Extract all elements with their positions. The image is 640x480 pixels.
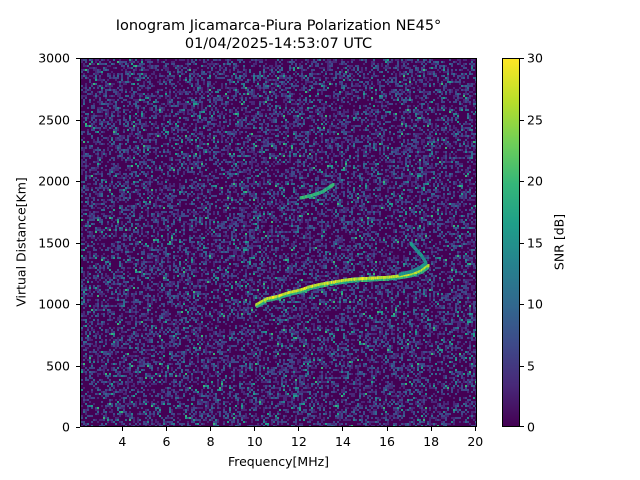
x-tick <box>121 427 123 431</box>
y-tick-label: 2500 <box>38 112 70 127</box>
colorbar-tick <box>520 181 524 182</box>
x-tick <box>342 427 344 431</box>
x-tick-label: 14 <box>335 434 351 449</box>
colorbar-tick-label: 5 <box>527 358 535 373</box>
x-tick <box>430 427 432 431</box>
y-axis-label: Virtual Distance[Km] <box>13 177 29 307</box>
y-tick <box>76 181 80 182</box>
y-tick <box>76 242 80 244</box>
y-tick-label: 3000 <box>38 50 70 66</box>
colorbar-tick-label: 15 <box>527 235 543 250</box>
x-tick <box>166 427 168 431</box>
x-tick <box>210 427 212 431</box>
x-tick-label: 4 <box>118 434 127 449</box>
x-tick-label: 12 <box>290 434 307 449</box>
colorbar <box>502 58 520 427</box>
colorbar-tick-label: 0 <box>527 419 535 435</box>
y-tick <box>76 427 80 428</box>
y-tick-label: 1000 <box>38 296 70 312</box>
chart-title-line2: 01/04/2025-14:53:07 UTC <box>184 36 373 52</box>
y-tick-label: 500 <box>46 358 70 373</box>
x-tick <box>386 427 388 431</box>
colorbar-tick <box>520 58 524 59</box>
colorbar-tick <box>520 365 524 367</box>
y-tick-label: 2000 <box>38 173 70 189</box>
x-tick-label: 18 <box>423 434 440 449</box>
y-tick <box>76 58 80 59</box>
heatmap-canvas <box>81 59 476 426</box>
x-tick <box>298 427 300 431</box>
x-axis-label: Frequency[MHz] <box>227 454 330 469</box>
y-tick-label: 0 <box>62 419 70 435</box>
y-tick <box>76 365 80 367</box>
colorbar-tick <box>520 242 524 244</box>
chart-title: Ionogram Jicamarca-Piura Polarization NE… <box>80 17 477 53</box>
x-tick-label: 6 <box>162 434 171 449</box>
ionogram-plot-area <box>80 58 477 427</box>
x-tick <box>254 427 256 431</box>
y-tick <box>76 119 80 121</box>
colorbar-label: SNR [dB] <box>551 213 567 271</box>
colorbar-tick <box>520 304 524 305</box>
colorbar-tick <box>520 119 524 121</box>
x-tick-label: 20 <box>467 434 484 449</box>
x-tick <box>474 427 476 431</box>
y-tick-label: 1500 <box>38 235 70 250</box>
chart-title-line1: Ionogram Jicamarca-Piura Polarization NE… <box>115 18 442 34</box>
colorbar-tick-label: 30 <box>527 50 543 66</box>
x-tick-label: 16 <box>379 434 396 449</box>
colorbar-tick-label: 10 <box>527 296 543 312</box>
y-tick <box>76 304 80 305</box>
x-tick-label: 8 <box>206 434 215 449</box>
colorbar-tick <box>520 426 524 427</box>
colorbar-tick-label: 25 <box>527 112 543 127</box>
x-tick-label: 10 <box>246 434 263 449</box>
colorbar-tick-label: 20 <box>527 173 543 189</box>
